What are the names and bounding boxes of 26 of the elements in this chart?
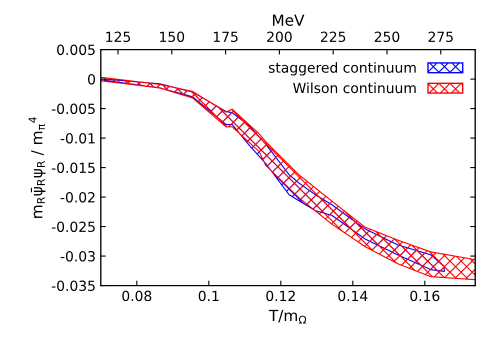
x2-tick-label: 225 [320,32,346,42]
y-tick-label: -0.035 [52,280,95,292]
x2-tick-label: 200 [267,32,292,42]
x-axis-title: T/m$_{Ω}$ [268,310,306,324]
x2-tick-label: 150 [160,32,184,42]
x2-tick-label: 275 [428,32,453,42]
x2-tick-label: 125 [106,32,130,42]
y-tick-label: -0.03 [60,251,95,262]
x2-tick-label: 175 [214,32,238,42]
y-tick-label: -0.025 [52,222,95,232]
legend-label: Wilson continuum [293,82,416,94]
legend-label: staggered continuum [268,62,416,76]
y-tick-label: 0 [88,74,96,85]
x-tick-label: 0.16 [410,290,440,302]
text: m$_{R}$ψ̄$_{R}$ψ$_{R}$ / m$_{π}$$^{4}$ [28,117,46,218]
y-tick-label: -0.015 [52,162,95,174]
y-tick-label: -0.005 [52,104,95,114]
x2-tick-label: 250 [374,32,400,42]
x-tick-label: 0.14 [338,290,368,302]
x-tick-label: 0.1 [198,290,219,302]
y-tick-label: -0.01 [60,133,95,144]
y-tick-label: 0.005 [57,44,95,56]
x2-axis-title: MeV [272,14,304,26]
x-tick-label: 0.08 [122,290,152,302]
y-tick-label: -0.02 [60,192,95,203]
x-tick-label: 0.12 [266,290,295,302]
